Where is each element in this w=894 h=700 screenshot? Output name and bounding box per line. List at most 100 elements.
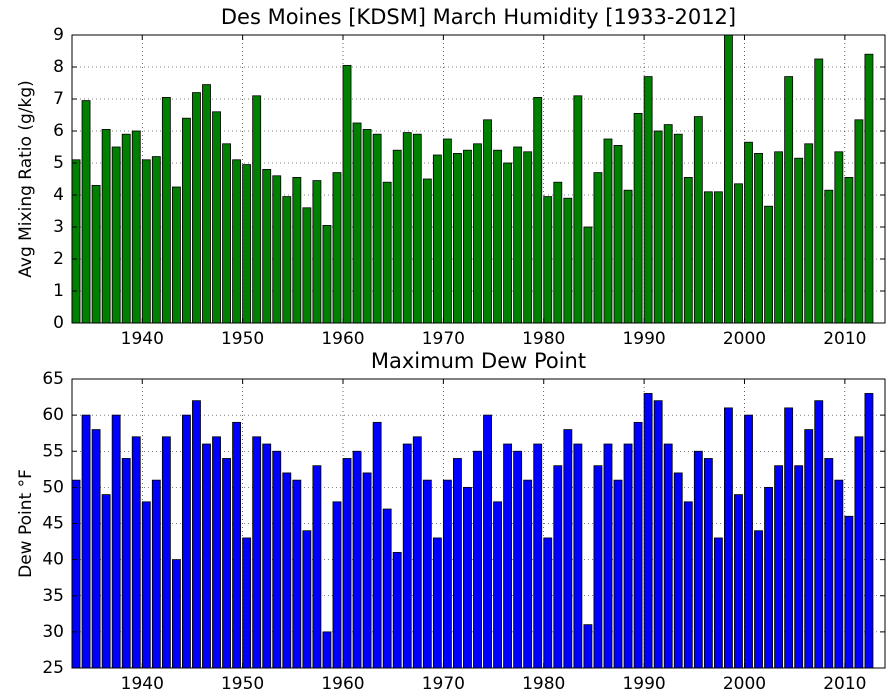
bar [453,458,462,669]
bar [744,414,753,669]
bar [854,436,864,669]
bar [653,400,663,669]
bar [804,143,814,324]
bar [663,124,673,324]
x-tick-label: 1950 [221,674,264,694]
bar [774,465,784,669]
bar [81,100,91,324]
bar [81,414,91,669]
bar [483,414,492,669]
bar [824,458,834,669]
bar [623,189,633,324]
y-tick-label: 1 [53,281,64,301]
x-tick-label: 2010 [823,674,866,694]
y-tick-label: 0 [53,313,64,333]
bar [543,537,553,669]
bar [252,95,262,324]
bar [724,407,733,669]
bar [151,156,161,324]
bar [292,176,302,324]
bar [703,458,713,669]
bar [573,95,583,324]
bar [392,552,402,669]
y-axis-label: Dew Point °F [16,469,36,578]
bar [322,224,332,324]
bar [151,479,161,669]
bar [784,76,794,324]
bar [141,501,151,669]
bar [533,97,543,324]
bar [844,515,854,669]
bar [412,133,422,324]
bar [111,146,121,324]
bar [593,172,603,324]
bar [734,183,743,324]
bar [814,58,824,324]
bar [372,133,382,324]
bar [683,501,693,669]
bar [854,119,864,324]
bar [713,191,723,324]
bar [633,113,643,324]
bar [523,479,533,669]
bar [372,421,382,669]
bar [242,164,252,324]
bar [202,443,211,669]
bar [192,400,201,669]
bar [523,151,533,324]
bar [101,128,111,324]
y-tick-label: 25 [42,658,64,678]
bar [342,458,352,669]
bar [633,421,643,669]
bar [432,154,442,324]
bar [794,465,804,669]
bar [503,162,513,324]
bar [222,458,231,669]
bar [703,191,713,324]
bar [673,133,683,324]
bar [643,393,653,669]
bar [784,407,794,669]
y-tick-label: 4 [53,185,64,205]
bar [563,429,573,669]
x-tick-label: 1990 [622,329,665,349]
y-tick-label: 55 [42,441,64,461]
x-tick-label: 1980 [522,674,565,694]
bar [824,189,834,324]
y-tick-label: 3 [53,217,64,237]
bar [553,181,563,324]
bar [463,149,472,324]
plot-frame [71,34,886,324]
bar [302,530,312,669]
y-tick-label: 40 [42,550,64,570]
bar [493,501,502,669]
bar [131,130,141,324]
bar [382,508,392,669]
x-tick-label: 2000 [723,674,766,694]
bar [643,76,653,324]
bar [121,458,131,669]
bar [131,436,141,669]
bar [141,159,151,324]
x-tick-label: 1970 [422,674,465,694]
y-tick-label: 9 [53,25,64,45]
bar [342,65,352,324]
bar [764,486,773,669]
bar [593,465,603,669]
bar [432,537,442,669]
bar [623,443,633,669]
x-tick-label: 1960 [321,329,364,349]
y-tick-label: 35 [42,586,64,606]
x-tick-label: 1950 [221,329,264,349]
bar [272,175,282,324]
bar [473,450,482,669]
bar [483,119,492,324]
x-tick-label: 1970 [422,329,465,349]
x-tick-label: 1980 [522,329,565,349]
bar [503,443,513,669]
bar [242,537,252,669]
bar [553,465,563,669]
bar [402,443,412,669]
bar [352,122,362,324]
